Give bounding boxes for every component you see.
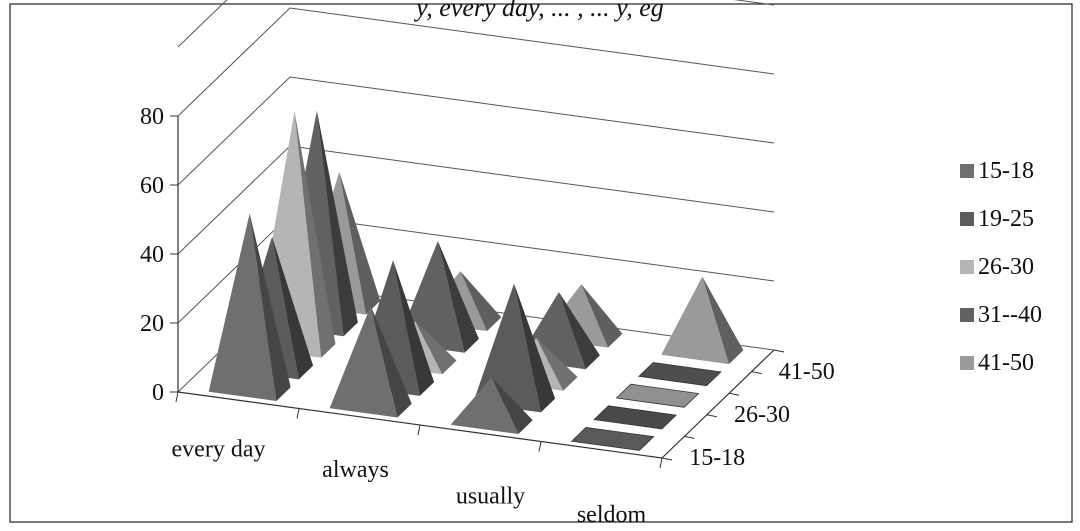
legend-swatch — [960, 212, 974, 226]
x-tick-mark — [417, 424, 421, 436]
depth-tick-mark — [729, 392, 740, 396]
x-category-label: always — [322, 457, 389, 483]
pyramid-15-18-seldom — [570, 426, 655, 451]
pyramid-41-50-seldom — [661, 276, 744, 365]
depth-axis-line — [661, 349, 775, 459]
gridline-80 — [177, 7, 775, 117]
x-tick-mark — [296, 408, 300, 419]
axes — [170, 115, 785, 469]
data-marks — [208, 110, 744, 451]
gridline-40 — [177, 145, 775, 255]
legend-label: 19-25 — [978, 206, 1034, 232]
depth-tick-mark — [773, 349, 785, 353]
gridline-60 — [177, 76, 775, 186]
y-tick-label: 60 — [140, 173, 164, 199]
legend-label: 41-50 — [978, 350, 1034, 376]
pyramid-31--40-seldom — [638, 362, 722, 387]
x-tick-mark — [175, 391, 179, 403]
y-tick-label: 0 — [152, 380, 164, 406]
y-tick-label: 40 — [140, 242, 164, 268]
y-axis-tick-labels: 0 20 40 60 80 — [140, 104, 164, 406]
x-tick-mark — [538, 441, 542, 452]
depth-tick-label: 41-50 — [779, 359, 835, 385]
chart-frame — [9, 3, 1073, 523]
depth-tick-mark — [751, 371, 762, 375]
x-category-label: every day — [172, 436, 266, 462]
legend-swatch — [960, 308, 974, 322]
x-tick-mark — [659, 457, 663, 469]
depth-axis-tick-labels: 15-18 26-30 41-50 — [689, 359, 835, 471]
depth-tick-mark — [684, 435, 695, 439]
legend-swatch — [960, 356, 974, 370]
y-tick-label: 80 — [140, 104, 164, 130]
legend-label: 26-30 — [978, 254, 1034, 280]
y-tick-label: 20 — [140, 311, 164, 337]
legend-label: 31--40 — [978, 302, 1042, 328]
pyramid-19-25-seldom — [593, 405, 677, 430]
legend-swatch — [960, 164, 974, 178]
depth-tick-mark — [661, 457, 673, 461]
pyramid-26-30-seldom — [615, 383, 700, 408]
x-category-label: seldom — [577, 502, 647, 526]
header-fragment: y, every day, ... , ... y, eg — [413, 0, 664, 22]
pyramid-15-18-always — [329, 305, 412, 418]
pyramid-15-18-usually — [450, 377, 533, 434]
depth-tick-mark — [706, 414, 717, 418]
x-category-label: usually — [456, 483, 525, 509]
legend-swatch — [960, 260, 974, 274]
depth-tick-label: 15-18 — [689, 445, 745, 471]
x-axis-tick-labels: every day always usually seldom — [172, 436, 647, 528]
legend-label: 15-18 — [978, 158, 1034, 184]
gridline-top — [177, 0, 775, 48]
pyramid-15-18-every-day — [208, 213, 291, 401]
depth-tick-label: 26-30 — [734, 402, 790, 428]
legend: 15-18 19-25 26-30 31--40 41-50 — [960, 158, 1042, 376]
